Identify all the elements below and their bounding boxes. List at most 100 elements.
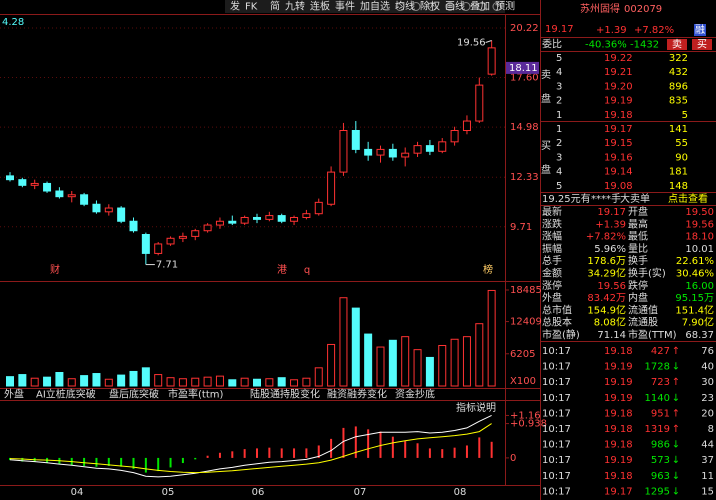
date-label: 08 [454,487,467,498]
indicator-tab[interactable]: 融资融券变化 [327,388,387,401]
book-price: 19.15 [604,138,633,149]
candle-body [6,175,14,181]
toolbar-item[interactable]: 预测 [495,0,515,13]
book-level: 3 [556,81,562,92]
last-price: 19.17 [545,24,574,35]
cursor-price-box [506,61,539,74]
stat-value: +7.82% [586,232,626,243]
candle-body [240,216,249,224]
toolbar-item[interactable]: 发 [230,0,240,13]
stat-label: 最新 [542,205,562,218]
indicator-tab[interactable]: AI立桩底突破 [36,388,96,401]
book-price: 19.17 [604,124,633,135]
event-marker[interactable]: 榜 [483,263,493,276]
candle-body [178,235,187,239]
sell-button-bg [667,39,687,50]
volume-bar [351,307,360,387]
trade-time: 10:17 [542,471,571,482]
order-diff: -1432 [630,40,659,51]
trade-time: 10:17 [542,377,571,388]
candle-body [401,152,410,158]
candle-body [351,129,360,150]
toolbar-item[interactable]: 除权 [420,0,440,13]
candle-body [253,216,261,220]
cursor-price: 18.11 [509,63,538,74]
trade-count: 15 [701,486,714,497]
indicator-tab[interactable]: 外盘 [4,388,24,401]
toolbar-item[interactable]: 连板 [310,0,330,13]
event-marker[interactable]: q [304,265,310,276]
event-marker[interactable]: 港 [277,264,287,276]
badge-bg [694,24,706,36]
trade-direction: ↓ [672,393,680,404]
stat-label: 开盘 [628,205,648,218]
big-order: ****手 [591,192,621,205]
candle-body [339,129,348,173]
trade-direction: ↓ [672,486,680,497]
book-level: 1 [556,110,562,121]
volume-bar [425,356,434,387]
high-pointer [485,40,492,43]
y-tick-label: +0.938 [510,419,547,430]
stat-value: 95.15万 [675,293,714,304]
volume-bar [80,375,89,387]
buy-button[interactable]: 买 [697,39,707,51]
trade-count: 30 [701,377,714,388]
big-order: 大卖单 [620,192,650,205]
badge: 融 [695,24,705,36]
trade-direction: ↑ [672,408,680,419]
toolbar-item[interactable]: 事件 [335,0,355,13]
book-side: 盘 [541,92,551,105]
y-tick-label: 12409 [510,317,542,328]
stat-label: 最高 [628,217,648,230]
toolbar-item[interactable]: 画线 [445,0,465,13]
volume-bar [240,377,249,387]
event-marker[interactable]: 财 [50,263,60,276]
trade-count: 20 [701,408,714,419]
stat-label: 量比 [628,243,648,255]
candle-body [55,190,64,198]
trade-price: 19.19 [604,377,633,388]
stat-value: 68.37 [685,330,714,341]
indicator-tab[interactable]: 陆股通持股变化 [250,388,320,401]
toolbar-item[interactable]: 加自选 [360,0,390,13]
toolbar-item[interactable]: 简 [270,0,280,13]
candle-body [166,237,175,245]
toolbar-item[interactable]: 叠加 [470,1,490,13]
candle-body [129,220,138,232]
top-left-label: 4.28 [2,17,24,28]
trade-volume: 1728 [645,362,670,373]
volume-bar [117,374,126,387]
trade-price: 19.18 [604,408,633,419]
candle-body [18,179,27,186]
indicator-tab[interactable]: 资金抄底 [395,388,435,401]
volume-bar [401,336,410,387]
volume-bar [30,377,39,387]
stat-value: 19.50 [685,207,714,218]
candle-body [228,220,237,224]
volume-bar [104,378,113,387]
stat-label: 内盘 [628,291,648,304]
candle-body [302,213,311,218]
toolbar-icons[interactable] [395,2,502,11]
stat-label: 涨幅 [542,230,562,243]
toolbar-item[interactable]: 均线 [395,0,415,13]
trade-volume: 1319 [645,424,670,435]
indicator-tab[interactable]: 盘后底突破 [109,388,159,401]
trade-count: 11 [701,471,714,482]
stock-name: 苏州固得 [580,2,620,15]
stat-label: 涨跌 [542,217,562,230]
indicator-help[interactable]: 指标说明 [456,401,496,414]
toolbar-item[interactable]: FK [245,2,258,13]
big-order[interactable]: 点击查看 [668,192,708,205]
candle-body [30,182,39,186]
indicator-tab[interactable]: 市盈率(ttm) [168,388,223,401]
sell-button[interactable]: 卖 [672,39,682,51]
candle-body [43,182,52,192]
book-side: 盘 [541,163,551,176]
trade-time: 10:17 [542,408,571,419]
book-level: 1 [556,124,562,135]
volume-bar [141,367,150,387]
y-tick-label: 20.22 [510,23,539,34]
toolbar-item[interactable]: 九转 [285,0,305,13]
